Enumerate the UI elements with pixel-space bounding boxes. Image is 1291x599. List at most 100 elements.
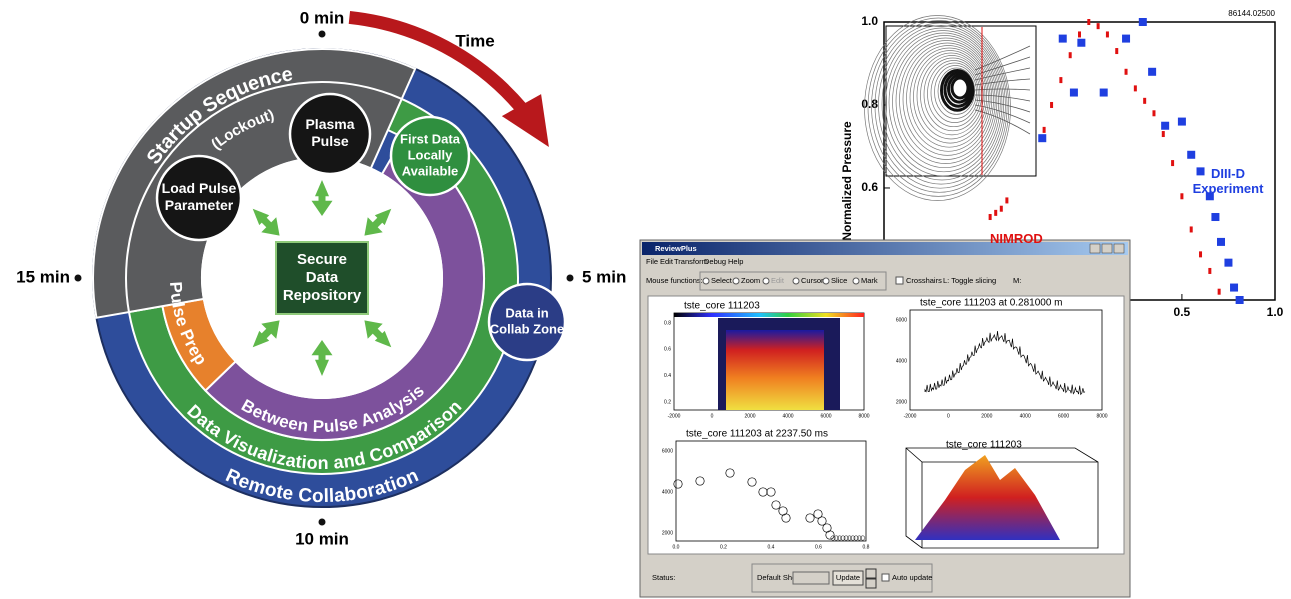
inset-field <box>974 56 1031 76</box>
repository-box <box>275 241 369 315</box>
inset-field <box>974 67 1031 81</box>
inset-flux <box>906 45 991 152</box>
stage-node-label: Load Pulse <box>162 180 237 196</box>
spin-up[interactable] <box>865 568 877 579</box>
ui-text[interactable]: Transform <box>674 257 708 266</box>
inset-flux <box>888 32 999 173</box>
panel-title: tste_core 111203 at 0.281000 m <box>920 298 1063 309</box>
inset-flux <box>950 76 970 100</box>
panel-x-tick: 0.4 <box>768 544 775 550</box>
colorbar <box>674 313 864 317</box>
simulation-point <box>994 209 998 216</box>
sample-circle <box>860 535 866 541</box>
simulation-point <box>1180 193 1184 200</box>
inset-field <box>974 94 1031 102</box>
sample-circle <box>758 487 768 497</box>
simulation-point <box>1171 160 1175 167</box>
repository-label: Data <box>306 269 339 286</box>
auto-check[interactable] <box>881 573 890 582</box>
stage-node-label: Parameter <box>165 197 234 213</box>
ui-text[interactable]: Help <box>728 257 743 266</box>
panel-y-tick: 2000 <box>896 399 907 405</box>
panel-x-tick: 8000 <box>1096 413 1107 419</box>
radio[interactable] <box>702 277 710 285</box>
repository-label: Repository <box>283 287 362 304</box>
simulation-point <box>1217 288 1221 295</box>
flow-arrow-head <box>252 330 270 348</box>
x-tick-label: 0.5 <box>1174 305 1191 319</box>
panel-frame <box>909 309 1103 411</box>
panel-x-tick: 2000 <box>981 413 992 419</box>
radio[interactable] <box>822 277 830 285</box>
panel-title: tste_core 111203 at 2237.50 ms <box>686 429 828 440</box>
lockout-divider <box>125 81 403 313</box>
simulation-point <box>1133 85 1137 92</box>
time-label: Time <box>455 31 494 50</box>
radio[interactable] <box>762 277 770 285</box>
simulation-point <box>1059 77 1063 84</box>
ui-text: L: Toggle slicing <box>943 276 996 285</box>
experiment-point <box>1224 258 1233 267</box>
flow-arrow-head <box>261 320 280 339</box>
time-dot <box>318 30 326 38</box>
panel-x-tick: 0.6 <box>815 544 822 550</box>
spin-down[interactable] <box>865 578 877 589</box>
ui-text: Cursor <box>801 276 824 285</box>
crosshairs-check[interactable] <box>895 276 904 285</box>
radio[interactable] <box>732 277 740 285</box>
experiment-point <box>1235 296 1244 304</box>
flow-arrow-head <box>252 208 270 226</box>
window-button[interactable] <box>1101 243 1113 254</box>
panel-x-tick: 0.8 <box>863 544 870 550</box>
panel-x-tick: 0.2 <box>720 544 727 550</box>
update-button[interactable] <box>832 570 864 586</box>
sample-circle <box>813 509 823 519</box>
simulation-point <box>1078 31 1081 38</box>
time-dot <box>74 274 82 282</box>
ui-text: Zoom <box>741 276 760 285</box>
panel-x-tick: 8000 <box>858 413 869 419</box>
panel-y-tick: 4000 <box>896 358 907 364</box>
sample-circle <box>837 535 843 541</box>
experiment-point <box>1138 18 1147 26</box>
sample-circle <box>843 535 849 541</box>
panel-x-tick: 2000 <box>744 413 755 419</box>
simulation-point <box>1161 131 1165 138</box>
inset-flux <box>867 17 1010 197</box>
window-button[interactable] <box>1113 243 1125 254</box>
time-dot <box>318 518 326 526</box>
panel-x-tick: 4000 <box>782 413 793 419</box>
panel-y-tick: 0.8 <box>664 320 671 326</box>
panel-frame <box>675 440 867 542</box>
sample-circle <box>840 535 846 541</box>
chart-annotation: 86144.02500 <box>1228 9 1275 18</box>
sample-circle <box>830 535 836 541</box>
sample-circle <box>805 513 815 523</box>
experiment-point <box>1217 237 1226 246</box>
window-button[interactable] <box>1089 243 1101 254</box>
ui-text: Edit <box>771 276 785 285</box>
simulation-point <box>1208 267 1212 274</box>
simulation-point <box>1005 197 1009 204</box>
ui-text[interactable]: Debug <box>704 257 726 266</box>
flow-arrow-head <box>311 200 333 216</box>
inset-flux <box>902 42 993 156</box>
flow-arrow-head <box>261 217 280 236</box>
inset-field <box>974 45 1031 71</box>
heatmap <box>726 330 824 410</box>
radio[interactable] <box>852 277 860 285</box>
time-marker: 5 min <box>582 267 626 286</box>
stage-node-label: Pulse <box>311 133 349 149</box>
ui-text[interactable]: File <box>646 257 658 266</box>
shot-input[interactable] <box>792 571 830 585</box>
panel-y-tick: 0.6 <box>664 347 671 353</box>
status-label: Status: <box>652 573 675 582</box>
sample-circle <box>771 500 781 510</box>
radio[interactable] <box>792 277 800 285</box>
ui-text[interactable]: Edit <box>660 257 674 266</box>
sample-circle <box>817 516 827 526</box>
inset-flux <box>927 60 981 128</box>
legend-nimrod: NIMROD <box>990 231 1043 246</box>
y-axis-label: Normalized Pressure <box>840 121 854 241</box>
